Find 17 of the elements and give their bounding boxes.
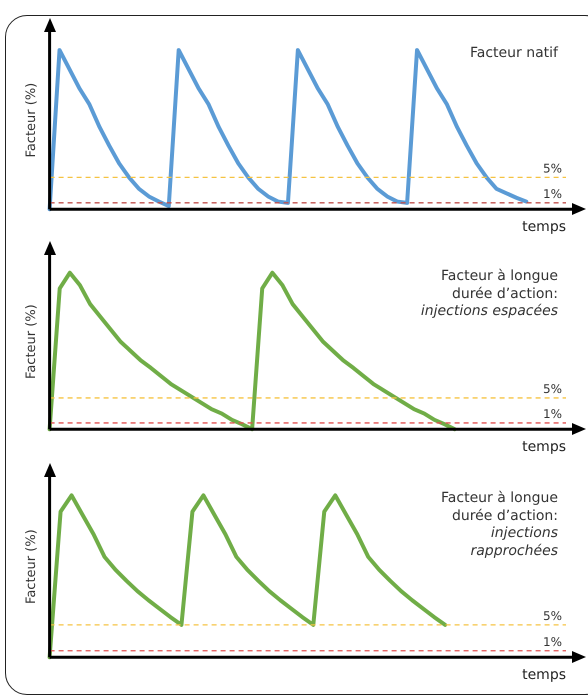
annotation: Facteur à longue durée d’action: bbox=[440, 268, 558, 303]
x-axis-title: temps bbox=[522, 667, 566, 684]
annotation: Facteur natif bbox=[470, 45, 558, 62]
y-axis-title: Facteur (%) bbox=[24, 82, 40, 158]
y-axis-title: Facteur (%) bbox=[24, 304, 40, 379]
x-axis-title: temps bbox=[522, 439, 566, 456]
ref-line-label: 1% bbox=[542, 634, 562, 649]
annotation: injections espacées bbox=[420, 303, 558, 320]
ref-line-label: 1% bbox=[542, 186, 562, 201]
annotation: Facteur à longue durée d’action: bbox=[440, 490, 558, 525]
x-axis-title: temps bbox=[522, 219, 566, 236]
ref-line-label: 5% bbox=[542, 162, 562, 176]
ref-line-label: 1% bbox=[542, 407, 562, 422]
y-axis-title: Facteur (%) bbox=[24, 529, 40, 604]
ref-line-label: 5% bbox=[542, 608, 562, 623]
annotation: injections rapprochées bbox=[469, 525, 558, 560]
ref-line-label: 5% bbox=[542, 382, 562, 396]
